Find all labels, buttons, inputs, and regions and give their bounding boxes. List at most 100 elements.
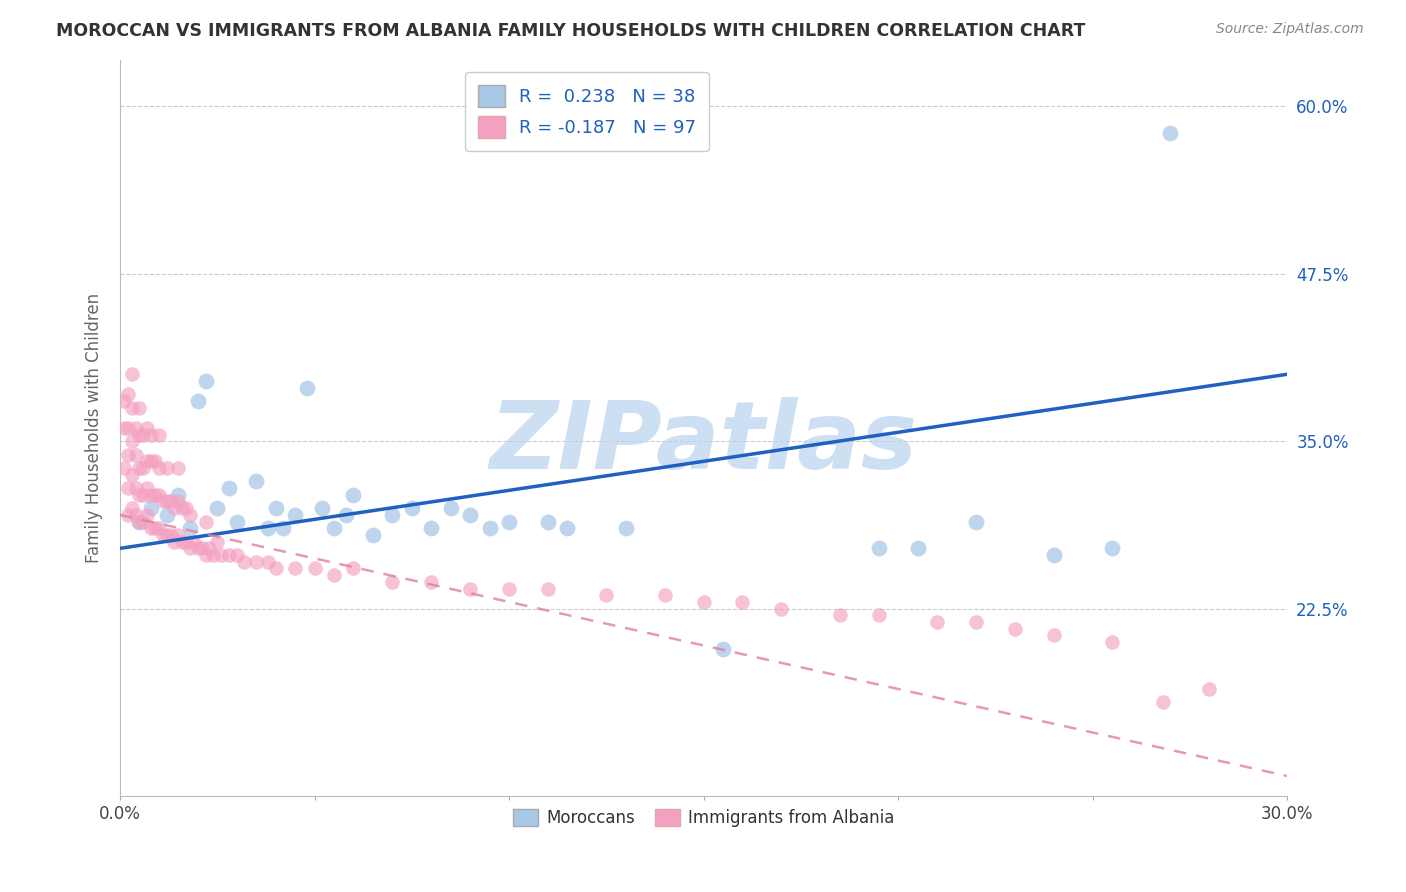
Point bbox=[139, 427, 162, 442]
Point bbox=[1042, 548, 1064, 562]
Point bbox=[121, 501, 143, 516]
Point bbox=[194, 548, 217, 562]
Point bbox=[117, 481, 139, 495]
Point bbox=[868, 608, 890, 623]
Point bbox=[381, 508, 404, 522]
Point bbox=[136, 454, 159, 468]
Point bbox=[498, 582, 520, 596]
Point bbox=[218, 481, 240, 495]
Point bbox=[112, 421, 135, 435]
Point bbox=[179, 508, 201, 522]
Point bbox=[209, 548, 232, 562]
Point bbox=[132, 515, 155, 529]
Point bbox=[136, 421, 159, 435]
Point bbox=[124, 508, 146, 522]
Point bbox=[304, 561, 326, 575]
Point bbox=[124, 421, 146, 435]
Text: Source: ZipAtlas.com: Source: ZipAtlas.com bbox=[1216, 22, 1364, 37]
Y-axis label: Family Households with Children: Family Households with Children bbox=[86, 293, 103, 563]
Point bbox=[770, 601, 793, 615]
Point bbox=[1101, 635, 1123, 649]
Point bbox=[1004, 622, 1026, 636]
Point bbox=[128, 401, 150, 415]
Point bbox=[112, 394, 135, 409]
Point bbox=[218, 548, 240, 562]
Point bbox=[264, 501, 287, 516]
Point bbox=[179, 541, 201, 556]
Point bbox=[174, 534, 197, 549]
Point bbox=[159, 528, 181, 542]
Point bbox=[295, 381, 318, 395]
Point bbox=[458, 582, 481, 596]
Point bbox=[121, 434, 143, 449]
Point bbox=[156, 461, 179, 475]
Point bbox=[311, 501, 333, 516]
Point bbox=[124, 481, 146, 495]
Point bbox=[381, 574, 404, 589]
Point bbox=[401, 501, 423, 516]
Point bbox=[965, 615, 987, 629]
Point bbox=[198, 541, 221, 556]
Point bbox=[478, 521, 501, 535]
Point bbox=[264, 561, 287, 575]
Point bbox=[139, 488, 162, 502]
Point bbox=[156, 508, 179, 522]
Point bbox=[117, 387, 139, 401]
Point bbox=[245, 555, 267, 569]
Point bbox=[284, 561, 307, 575]
Point bbox=[1042, 628, 1064, 642]
Point bbox=[420, 521, 443, 535]
Point bbox=[537, 582, 560, 596]
Point bbox=[172, 534, 194, 549]
Point bbox=[828, 608, 851, 623]
Point bbox=[207, 534, 229, 549]
Point bbox=[117, 508, 139, 522]
Point bbox=[207, 501, 229, 516]
Point bbox=[1159, 126, 1181, 140]
Point bbox=[172, 501, 194, 516]
Point bbox=[190, 541, 212, 556]
Point bbox=[179, 521, 201, 535]
Point bbox=[132, 461, 155, 475]
Point bbox=[245, 475, 267, 489]
Point bbox=[187, 394, 209, 409]
Point bbox=[273, 521, 295, 535]
Text: MOROCCAN VS IMMIGRANTS FROM ALBANIA FAMILY HOUSEHOLDS WITH CHILDREN CORRELATION : MOROCCAN VS IMMIGRANTS FROM ALBANIA FAMI… bbox=[56, 22, 1085, 40]
Point bbox=[139, 454, 162, 468]
Point bbox=[1198, 681, 1220, 696]
Point bbox=[925, 615, 948, 629]
Point bbox=[183, 534, 205, 549]
Point bbox=[136, 508, 159, 522]
Point bbox=[284, 508, 307, 522]
Point bbox=[132, 427, 155, 442]
Point bbox=[159, 494, 181, 508]
Point bbox=[194, 515, 217, 529]
Point bbox=[420, 574, 443, 589]
Point bbox=[167, 488, 190, 502]
Text: ZIPatlas: ZIPatlas bbox=[489, 397, 918, 489]
Point bbox=[121, 467, 143, 482]
Point bbox=[128, 461, 150, 475]
Point bbox=[595, 588, 617, 602]
Point bbox=[537, 515, 560, 529]
Point bbox=[187, 541, 209, 556]
Point bbox=[148, 427, 170, 442]
Point bbox=[167, 494, 190, 508]
Point bbox=[143, 488, 166, 502]
Point bbox=[167, 528, 190, 542]
Point bbox=[361, 528, 384, 542]
Point bbox=[156, 528, 179, 542]
Point bbox=[121, 401, 143, 415]
Point bbox=[143, 454, 166, 468]
Point bbox=[907, 541, 929, 556]
Point bbox=[440, 501, 463, 516]
Point bbox=[148, 521, 170, 535]
Point bbox=[256, 521, 278, 535]
Point bbox=[136, 481, 159, 495]
Point bbox=[163, 534, 186, 549]
Point bbox=[128, 488, 150, 502]
Point bbox=[128, 515, 150, 529]
Point bbox=[156, 494, 179, 508]
Point bbox=[121, 368, 143, 382]
Point bbox=[692, 595, 714, 609]
